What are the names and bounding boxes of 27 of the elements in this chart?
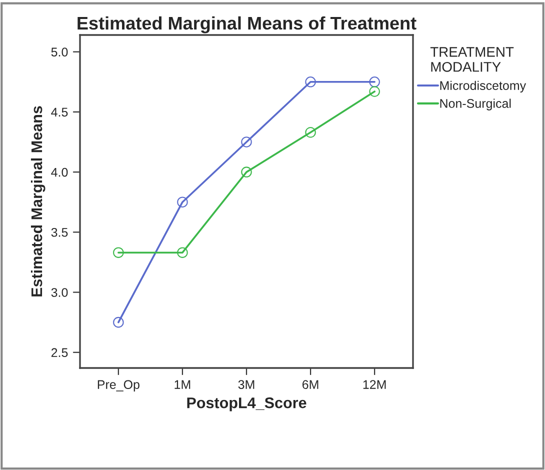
point xyxy=(305,126,316,138)
legend-title: TREATMENT MODALITY xyxy=(430,47,514,72)
x-tick-label: 1M xyxy=(174,380,190,389)
chart-title: Estimated Marginal Means of Treatment xyxy=(78,16,416,34)
point xyxy=(113,247,124,258)
y-tick-label: 3.0 xyxy=(51,288,68,297)
legend-label: Microdiscetomy xyxy=(440,80,526,92)
y-tick-label: 3.5 xyxy=(51,228,68,237)
point xyxy=(241,166,252,178)
point xyxy=(177,196,188,208)
point xyxy=(241,136,252,148)
x-tick-label: 12M xyxy=(363,380,386,389)
y-tick-label: 2.5 xyxy=(51,348,68,358)
point xyxy=(177,247,188,258)
point xyxy=(113,316,124,328)
x-tick-label: Pre_Op xyxy=(98,380,140,392)
point xyxy=(369,76,380,88)
x-axis-title: PostopL4_Score xyxy=(187,397,306,412)
y-tick-label: 4.0 xyxy=(51,168,68,177)
y-tick-label: 4.5 xyxy=(51,108,68,117)
point xyxy=(305,76,316,88)
legend-label: Non-Surgical xyxy=(440,98,511,110)
y-axis-title: Estimated Marginal Means xyxy=(30,106,46,296)
x-tick-label: 6M xyxy=(302,380,318,389)
point xyxy=(369,86,380,97)
y-tick-label: 5.0 xyxy=(51,48,68,56)
x-tick-label: 3M xyxy=(238,380,254,389)
